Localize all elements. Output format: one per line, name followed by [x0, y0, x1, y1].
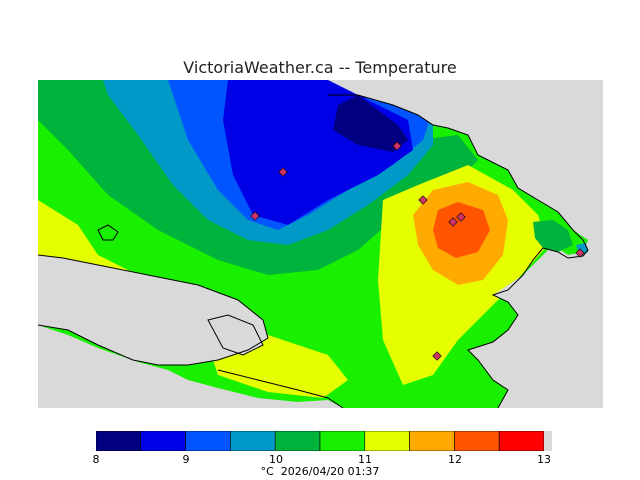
legend-tail — [544, 431, 552, 451]
weather-stations — [250, 141, 585, 361]
legend-bin — [140, 431, 186, 451]
map-title: VictoriaWeather.ca -- Temperature — [183, 58, 457, 77]
legend-bin — [96, 431, 142, 451]
legend-bin — [185, 431, 231, 451]
station-marker — [418, 195, 428, 205]
legend-caption: °C 2026/04/20 01:37 — [0, 465, 640, 478]
legend-bin — [364, 431, 410, 451]
station-marker — [278, 167, 288, 177]
station-marker — [575, 248, 585, 258]
timestamp: 2026/04/20 01:37 — [280, 465, 380, 478]
coastlines — [38, 94, 589, 408]
contour-8-5 — [333, 95, 408, 152]
water-north — [328, 80, 603, 408]
water-south — [38, 255, 268, 365]
station-marker — [448, 217, 458, 227]
station-marker — [456, 212, 466, 222]
legend-bin — [409, 431, 455, 451]
unit-label: °C — [260, 465, 274, 478]
legend-tick: 12 — [448, 453, 462, 466]
legend-bin — [454, 431, 500, 451]
contour-12-0 — [433, 202, 490, 258]
legend-tick: 10 — [269, 453, 283, 466]
temperature-map — [38, 80, 603, 408]
legend-tick: 9 — [182, 453, 190, 466]
legend-tick: 8 — [92, 453, 100, 466]
legend-bin — [319, 431, 366, 451]
legend-tick: 11 — [358, 453, 372, 466]
station-marker — [432, 351, 442, 361]
east-peninsula — [533, 220, 573, 252]
station-marker — [392, 141, 402, 151]
legend-bin — [498, 431, 545, 451]
legend-bin — [274, 431, 321, 451]
temperature-legend — [96, 431, 552, 451]
legend-bin — [230, 431, 276, 451]
legend-tick: 13 — [537, 453, 551, 466]
station-marker — [250, 211, 260, 221]
water-south-bottom — [38, 325, 343, 408]
